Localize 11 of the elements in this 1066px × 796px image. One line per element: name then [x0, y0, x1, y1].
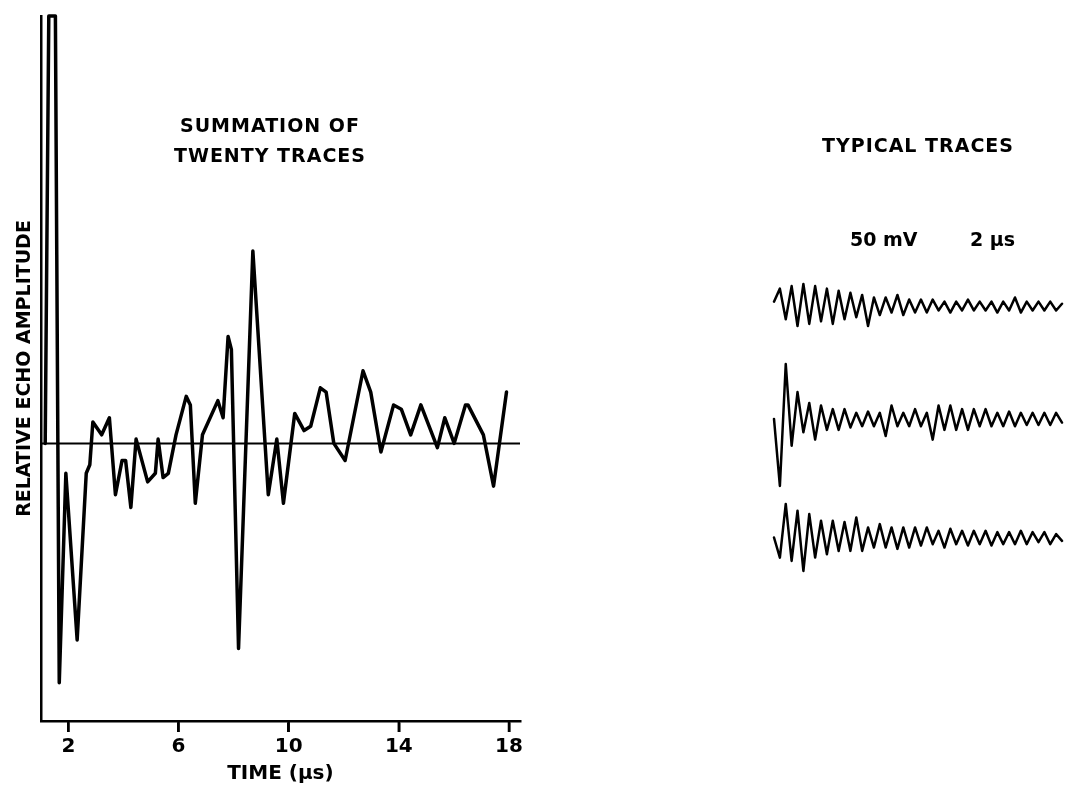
- x-tick-label: 18: [495, 733, 523, 758]
- x-tick-label: 10: [274, 733, 303, 758]
- x-tick-label: 6: [171, 733, 186, 758]
- x-tick-label: 2: [61, 733, 76, 758]
- text: 50 mV: [850, 228, 918, 250]
- x-tick-label: 14: [384, 733, 413, 758]
- chart-title: TYPICAL TRACES: [821, 133, 1015, 158]
- text: SUMMATION OF TWENTY TRACES: [172, 113, 367, 168]
- text: 2 µs: [970, 228, 1016, 250]
- y-axis-title: RELATIVE ECHO AMPLITUDE: [12, 220, 35, 517]
- x-axis-title: TIME (µs): [227, 760, 334, 785]
